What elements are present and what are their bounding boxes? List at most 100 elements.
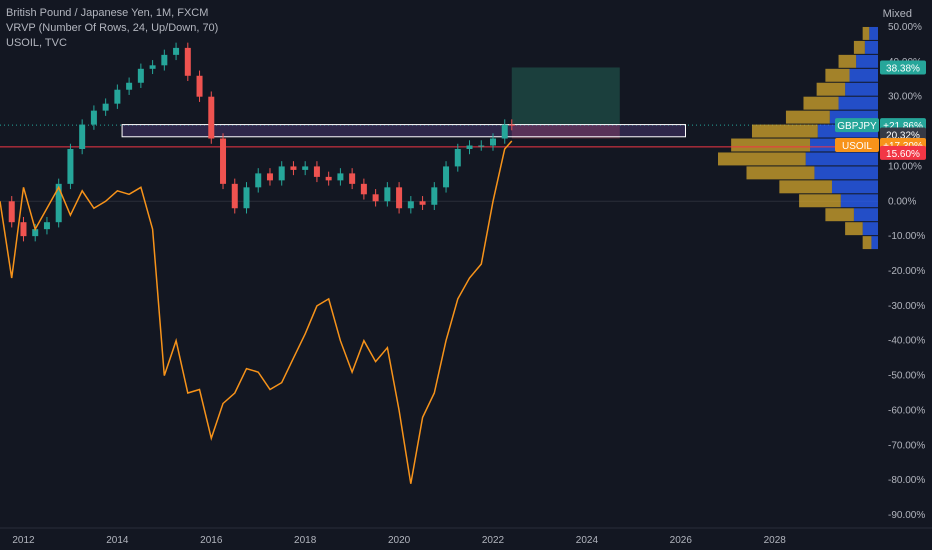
gbpjpy-candle bbox=[231, 183, 238, 209]
gbpjpy-candle bbox=[325, 176, 332, 181]
x-axis-tick-label: 2026 bbox=[670, 535, 693, 546]
gbpjpy-candle bbox=[501, 124, 508, 139]
price-tag-value: +21.86% bbox=[883, 121, 923, 132]
price-tag-label-box bbox=[835, 118, 879, 133]
volume-profile-up-bar bbox=[838, 96, 878, 110]
volume-profile-down-bar bbox=[746, 166, 815, 180]
volume-profile-down-bar bbox=[825, 68, 850, 82]
gbpjpy-candle bbox=[431, 187, 438, 205]
gbpjpy-candle bbox=[443, 166, 450, 188]
gbpjpy-candle bbox=[161, 54, 168, 66]
gbpjpy-candle bbox=[137, 68, 144, 83]
volume-profile-up-bar bbox=[853, 208, 878, 222]
gbpjpy-candle bbox=[20, 222, 27, 237]
volume-profile-down-bar bbox=[825, 208, 854, 222]
volume-profile-up-bar bbox=[856, 54, 878, 68]
gbpjpy-candle bbox=[43, 222, 50, 230]
volume-profile-up-bar bbox=[840, 194, 878, 208]
volume-profile-down-bar bbox=[803, 96, 839, 110]
gbpjpy-candle bbox=[266, 173, 273, 181]
gbpjpy-candle bbox=[173, 47, 180, 55]
gbpjpy-candle bbox=[55, 183, 62, 223]
volume-profile-up-bar bbox=[864, 40, 878, 54]
price-tag-label: GBPJPY bbox=[837, 121, 877, 132]
gbpjpy-candle bbox=[489, 138, 496, 146]
volume-profile-down-bar bbox=[799, 194, 841, 208]
gbpjpy-candle bbox=[8, 201, 15, 223]
price-tag-value-box bbox=[880, 145, 926, 160]
gbpjpy-candle bbox=[32, 229, 39, 237]
gbpjpy-candle bbox=[90, 110, 97, 125]
x-axis-tick-label: 2014 bbox=[106, 535, 129, 546]
price-tag-value: 15.60% bbox=[886, 149, 920, 160]
y-axis-tick-label: -90.00% bbox=[888, 510, 925, 521]
gbpjpy-candle bbox=[220, 138, 227, 184]
gbpjpy-candle bbox=[419, 201, 426, 205]
gbpjpy-candle bbox=[184, 47, 191, 76]
gbpjpy-candle bbox=[114, 89, 121, 104]
y-axis-tick-label: -30.00% bbox=[888, 301, 925, 312]
y-axis-tick-label: 30.00% bbox=[888, 92, 922, 103]
y-axis-tick-label: 50.00% bbox=[888, 22, 922, 33]
y-axis-tick-label: -70.00% bbox=[888, 440, 925, 451]
x-axis-tick-label: 2028 bbox=[764, 535, 787, 546]
support-rectangle bbox=[121, 124, 686, 138]
volume-profile-down-bar bbox=[862, 26, 870, 40]
x-axis-tick-label: 2020 bbox=[388, 535, 411, 546]
x-axis-tick-label: 2018 bbox=[294, 535, 317, 546]
chart-legend: British Pound / Japanese Yen, 1M, FXCM V… bbox=[6, 6, 218, 51]
gbpjpy-candle bbox=[384, 187, 391, 202]
volume-profile-up-bar bbox=[831, 180, 878, 194]
legend-main-series[interactable]: British Pound / Japanese Yen, 1M, FXCM bbox=[6, 7, 209, 19]
volume-profile-up-bar bbox=[871, 236, 878, 250]
price-tag-label-box bbox=[835, 137, 879, 152]
volume-profile-down-bar bbox=[853, 40, 865, 54]
gbpjpy-candle bbox=[243, 187, 250, 209]
price-tag-value: 20.32% bbox=[886, 130, 920, 141]
volume-profile-up-bar bbox=[805, 152, 878, 166]
x-axis-tick-label: 2016 bbox=[200, 535, 223, 546]
volume-profile-down-bar bbox=[731, 138, 811, 152]
volume-profile-up-bar bbox=[869, 26, 878, 40]
volume-profile-up-bar bbox=[849, 68, 878, 82]
volume-profile-down-bar bbox=[838, 54, 857, 68]
gbpjpy-candle bbox=[478, 145, 485, 147]
gbpjpy-candle bbox=[102, 103, 109, 111]
volume-profile-down-bar bbox=[751, 124, 818, 138]
gbpjpy-candle bbox=[372, 194, 379, 202]
legend-indicator[interactable]: VRVP (Number Of Rows, 24, Up/Down, 70) bbox=[6, 22, 219, 34]
gbpjpy-candle bbox=[337, 173, 344, 181]
y-axis-tick-label: -60.00% bbox=[888, 405, 925, 416]
gbpjpy-candle bbox=[196, 75, 203, 97]
gbpjpy-candle bbox=[79, 124, 86, 149]
position-target-zone bbox=[511, 67, 620, 126]
volume-profile-up-bar bbox=[845, 82, 878, 96]
volume-profile-down-bar bbox=[862, 236, 872, 250]
gbpjpy-candle bbox=[360, 183, 367, 195]
gbpjpy-candle bbox=[290, 166, 297, 170]
price-tag-value: 38.38% bbox=[886, 63, 920, 74]
gbpjpy-candle bbox=[454, 148, 461, 167]
price-scale-mode[interactable]: Mixed bbox=[882, 8, 912, 20]
legend-compare-series[interactable]: USOIL, TVC bbox=[6, 37, 67, 49]
volume-profile-down-bar bbox=[845, 222, 863, 236]
volume-profile-down-bar bbox=[816, 82, 846, 96]
volume-profile-up-bar bbox=[814, 166, 878, 180]
gbpjpy-candle bbox=[508, 124, 515, 126]
volume-profile-up-bar bbox=[862, 222, 878, 236]
y-axis-tick-label: 10.00% bbox=[888, 161, 922, 172]
price-tag-label: USOIL bbox=[842, 141, 872, 152]
gbpjpy-candle bbox=[278, 166, 285, 181]
price-tag-value-box bbox=[880, 127, 926, 142]
gbpjpy-candle bbox=[255, 173, 262, 188]
gbpjpy-candle bbox=[349, 173, 356, 184]
volume-profile-down-bar bbox=[785, 110, 830, 124]
gbpjpy-candle bbox=[149, 65, 156, 69]
y-axis-tick-label: -80.00% bbox=[888, 475, 925, 486]
gbpjpy-candle bbox=[313, 166, 320, 177]
x-axis-tick-label: 2024 bbox=[576, 535, 599, 546]
gbpjpy-candle bbox=[466, 145, 473, 149]
position-stop-zone bbox=[511, 125, 620, 139]
y-axis-tick-label: -20.00% bbox=[888, 266, 925, 277]
